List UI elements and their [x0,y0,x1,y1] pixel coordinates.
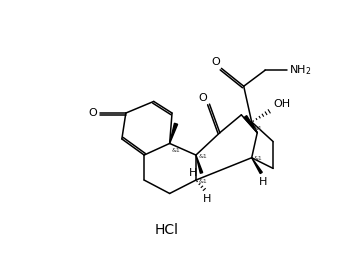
Text: O: O [89,108,97,118]
Polygon shape [252,158,262,173]
Text: H: H [259,177,267,186]
Polygon shape [244,116,257,133]
Text: HCl: HCl [155,223,179,237]
Text: H: H [188,168,197,178]
Polygon shape [196,155,203,173]
Polygon shape [170,123,177,144]
Text: NH$_2$: NH$_2$ [289,63,312,77]
Text: &1: &1 [253,126,262,131]
Text: OH: OH [273,99,290,109]
Text: O: O [198,93,207,103]
Text: &1: &1 [198,179,207,184]
Text: &1: &1 [198,153,207,158]
Text: &1: &1 [253,156,262,161]
Text: &1: &1 [171,148,180,153]
Text: H: H [203,194,211,204]
Text: O: O [211,57,220,67]
